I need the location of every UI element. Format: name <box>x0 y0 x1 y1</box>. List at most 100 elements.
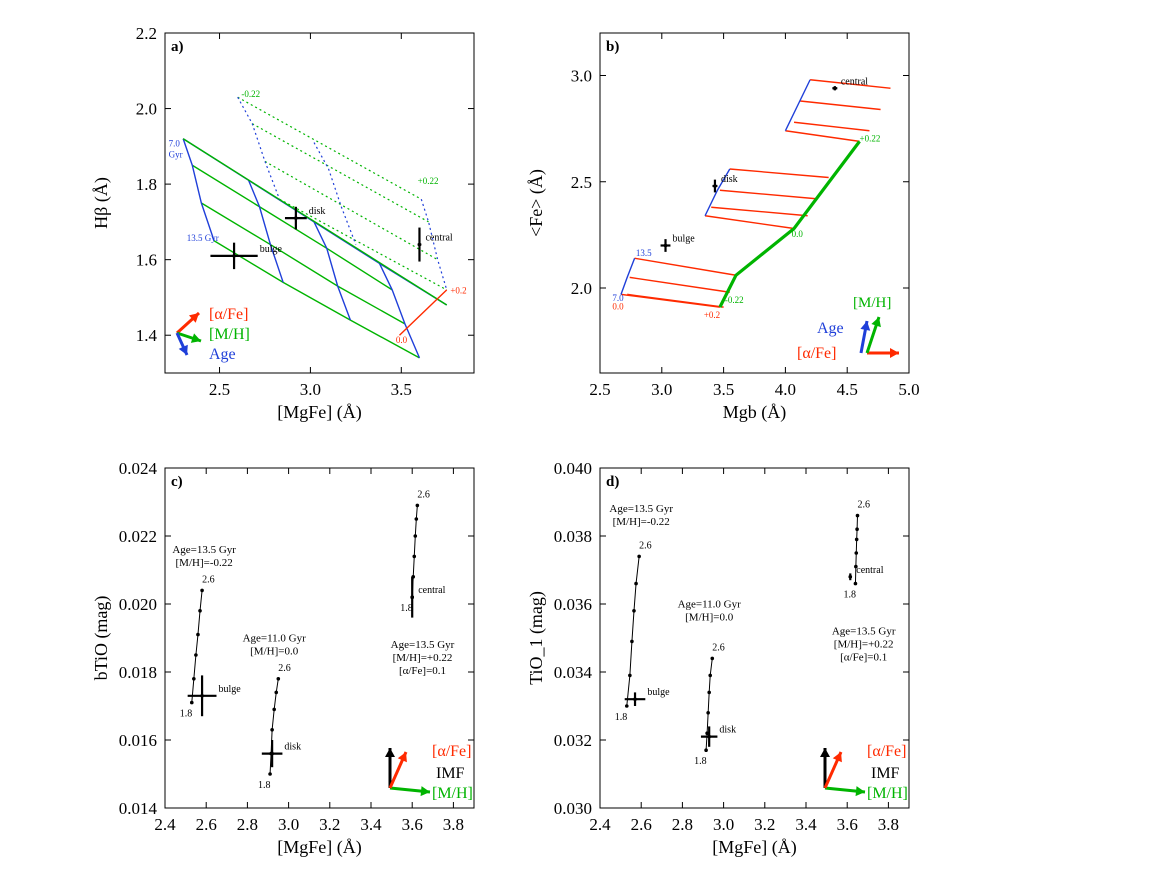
imf-track-point <box>855 527 859 531</box>
legend-arrow-imf-head <box>385 748 395 757</box>
x-tick-label: 3.0 <box>651 380 672 399</box>
x-tick-label: 3.0 <box>278 815 299 834</box>
data-point-central <box>833 86 837 91</box>
plot-frame <box>599 32 910 374</box>
imf-track-point <box>710 656 715 661</box>
imf-track-point <box>274 690 279 695</box>
imf-track-point <box>628 673 632 678</box>
grid-annotation: 7.0 <box>612 293 624 303</box>
series-line-alpha-lines-mid-4 <box>704 215 795 230</box>
panel-label: d) <box>606 474 619 490</box>
imf-track-point <box>634 581 638 586</box>
plot-frame <box>164 32 475 374</box>
population-note: [M/H]=0.0 <box>685 611 734 623</box>
series-line-mh-track <box>718 140 861 308</box>
imf-track-point <box>270 728 274 732</box>
series-line-alpha-lines-high-1 <box>810 79 891 89</box>
grid-annotation: -0.22 <box>241 89 260 99</box>
series-line-mh-left <box>182 138 215 242</box>
imf-track-point <box>276 677 281 681</box>
y-axis-label: bTiO (mag) <box>91 596 112 681</box>
grid-annotation: 13.5 Gyr <box>187 233 219 243</box>
population-note: [M/H]=-0.22 <box>613 516 670 528</box>
imf-track-point <box>272 707 276 712</box>
imf-track-point <box>855 513 860 518</box>
imf-low-label: 1.8 <box>180 709 193 720</box>
legend-arrow-mh-head <box>871 317 881 328</box>
panel-a: 2.5 3.0 3.5 1.4 1.6 1.8 2.0 2.2 [MgFe] (Å) Hβ (Å)… <box>91 24 475 423</box>
series-line-alpha-lines-high-3 <box>793 121 870 132</box>
plot-frame <box>164 467 475 809</box>
series-line-alpha-lines-high-4 <box>785 130 860 143</box>
imf-high-label: 2.6 <box>858 500 871 511</box>
panel-b: 2.5 3.0 3.5 4.0 4.5 5.0 2.0 2.5 3.0 Mgb (Å) <Fe> (… <box>526 32 920 423</box>
y-tick-label: 2.5 <box>571 173 592 192</box>
imf-track-point <box>854 564 858 569</box>
x-tick-label: 3.5 <box>713 380 734 399</box>
x-tick-label: 2.6 <box>631 815 652 834</box>
x-axis-label: [MgFe] (Å) <box>277 837 361 858</box>
data-point-central <box>417 242 422 247</box>
series-line-mh-4 <box>378 263 421 359</box>
imf-track-point <box>268 772 272 776</box>
grid-annotation: 0.0 <box>612 301 624 311</box>
x-tick-label: 3.0 <box>300 380 321 399</box>
series-line-age-mid <box>704 168 731 217</box>
legend-arrow-alpha-head <box>832 752 842 763</box>
x-tick-label: 4.0 <box>775 380 796 399</box>
imf-track-point <box>705 731 709 735</box>
legend-arrow-alpha-head <box>397 752 407 763</box>
point-label-bulge: bulge <box>260 244 283 255</box>
imf-track-point <box>200 588 204 593</box>
series-line-age-mid-2 <box>200 202 406 325</box>
series-line-alpha-lines-mid-3 <box>711 206 808 217</box>
imf-high-label: 2.6 <box>712 642 725 653</box>
point-label-central: central <box>418 585 445 596</box>
point-label-central: central <box>856 565 883 576</box>
x-tick-label: 3.2 <box>319 815 340 834</box>
imf-track-point <box>194 653 198 657</box>
y-tick-label: 0.024 <box>119 459 158 478</box>
legend-arrow-imf-head <box>820 748 830 757</box>
y-tick-label: 0.018 <box>119 663 157 682</box>
imf-track-point <box>196 632 200 637</box>
series-line-mh-2 <box>247 180 284 283</box>
x-tick-label: 2.6 <box>196 815 217 834</box>
legend-label: [M/H] <box>853 295 891 311</box>
series-line-alpha-lines-mid-2 <box>719 189 817 200</box>
y-tick-label: 0.016 <box>119 731 157 750</box>
data-point-bulge <box>633 697 637 701</box>
x-tick-label: 3.6 <box>837 815 858 834</box>
legend-label: Age <box>209 346 236 363</box>
imf-track-point <box>413 534 418 538</box>
y-tick-label: 0.038 <box>554 527 592 546</box>
legend-label: [M/H] <box>867 785 908 802</box>
series-line-alpha-0.2-mh-3 <box>420 199 448 291</box>
imf-track-point <box>192 677 196 681</box>
series-line-age-13.5Gyr <box>213 240 420 359</box>
population-note: Age=13.5 Gyr <box>391 639 455 651</box>
legend-label: [α/Fe] <box>797 345 836 362</box>
series-line-alpha-lines-mid-1 <box>729 168 829 179</box>
grid-annotation: -0.22 <box>725 295 744 305</box>
population-note: Age=13.5 Gyr <box>609 503 673 515</box>
legend-label: [α/Fe] <box>867 743 906 760</box>
x-tick-label: 2.4 <box>154 815 176 834</box>
plot-frame <box>599 467 910 809</box>
series-line-alpha-lines-low-2 <box>629 276 730 293</box>
grid-annotation: 7.0 <box>169 138 181 148</box>
x-axis-label: [MgFe] (Å) <box>712 837 796 858</box>
grid-annotation: +0.2 <box>704 310 720 320</box>
x-tick-label: 5.0 <box>898 380 919 399</box>
y-tick-label: 2.0 <box>571 279 592 298</box>
imf-track-point <box>854 551 859 555</box>
y-tick-label: 2.2 <box>136 24 157 43</box>
series-line-alpha-0.0 <box>182 138 448 306</box>
population-note: Age=13.5 Gyr <box>172 544 236 556</box>
x-tick-label: 3.4 <box>795 815 817 834</box>
series-line-alpha-0.2-grid-1 <box>237 96 422 200</box>
panel-label: b) <box>606 39 619 55</box>
population-note: Age=11.0 Gyr <box>678 598 742 610</box>
series-line-alpha-0.2-mh-2 <box>313 142 357 245</box>
data-point-disk <box>294 216 298 220</box>
